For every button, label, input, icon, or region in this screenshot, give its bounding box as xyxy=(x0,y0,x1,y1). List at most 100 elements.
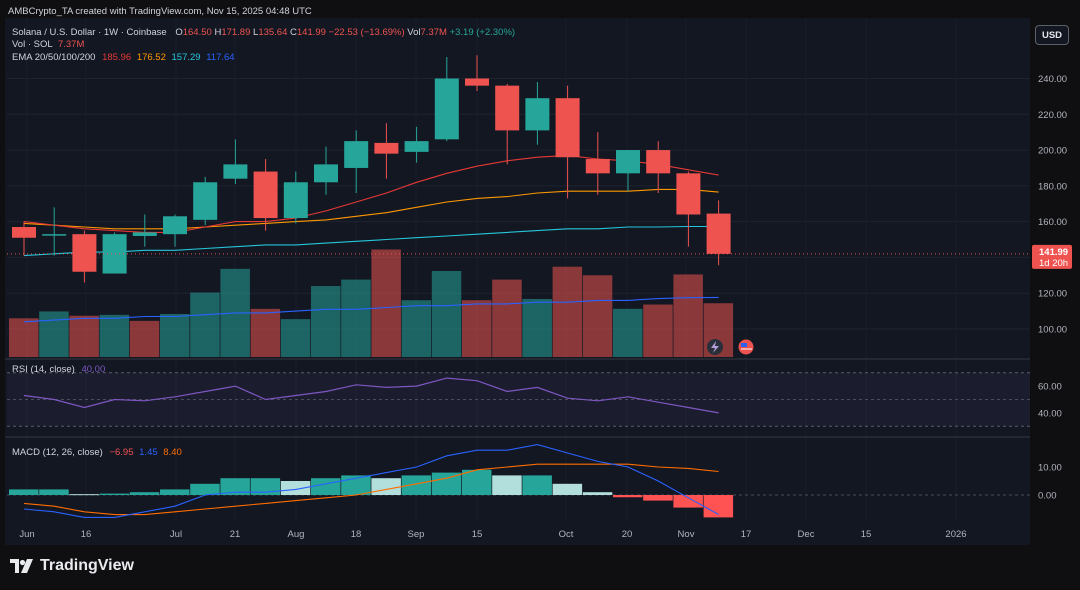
candle-body xyxy=(646,150,671,174)
time-axis-label: 15 xyxy=(472,529,483,540)
symbol-name: Solana / U.S. Dollar · 1W · Coinbase xyxy=(12,27,167,38)
volume-bar xyxy=(613,308,643,357)
time-axis-label: Jul xyxy=(170,529,182,540)
time-axis-label: 16 xyxy=(81,529,92,540)
macd-histogram-bar xyxy=(69,494,99,496)
volume-bar xyxy=(431,271,462,357)
candle-body xyxy=(585,159,610,174)
ema100-value: 157.29 xyxy=(171,52,201,63)
currency-button[interactable]: USD xyxy=(1035,25,1069,45)
macd-histogram-bar xyxy=(39,489,69,495)
volume-bar xyxy=(401,300,432,357)
volume-bar xyxy=(522,298,552,357)
macd-line xyxy=(23,444,719,518)
volume-bar xyxy=(9,318,39,357)
volume-bar xyxy=(280,319,311,357)
ema100-line xyxy=(23,225,719,257)
rsi-line xyxy=(23,377,719,414)
price-axis-label: 240.00 xyxy=(1038,74,1067,85)
time-axis-label: 17 xyxy=(741,529,752,540)
macd-legend: MACD (12, 26, close) −6.95 1.45 8.40 xyxy=(12,447,182,458)
candle-body xyxy=(223,164,248,179)
macd-histogram-bar xyxy=(220,478,250,495)
price-axis-label: 180.00 xyxy=(1038,181,1067,192)
price-axis-label: 120.00 xyxy=(1038,289,1067,300)
volume-bar xyxy=(341,279,371,357)
macd-histogram-bar xyxy=(190,483,220,495)
macd-histogram-bar xyxy=(582,492,613,495)
time-axis-label: 20 xyxy=(622,529,633,540)
candle-body xyxy=(253,171,278,219)
price-change: −22.53 (−13.69%) xyxy=(328,27,405,38)
time-axis-label: Nov xyxy=(678,529,695,540)
macd-histogram-bar xyxy=(492,475,522,495)
time-axis-label: Oct xyxy=(559,529,574,540)
candle-body xyxy=(344,141,369,168)
last-price-label: 141.99 xyxy=(1039,247,1068,258)
macd-histogram-bar xyxy=(99,493,130,495)
macd-histogram-bar xyxy=(371,478,401,495)
ohlc-high: H171.89 xyxy=(214,27,251,38)
lightning-glyph xyxy=(711,341,719,353)
rsi-axis-label: 60.00 xyxy=(1038,382,1062,393)
rsi-axis-label: 40.00 xyxy=(1038,408,1062,419)
macd-histogram-bar xyxy=(341,475,371,495)
vol-sol-legend: Vol · SOL 7.37M xyxy=(12,39,85,50)
macd-histogram-bar xyxy=(160,489,190,495)
price-axis-label: 220.00 xyxy=(1038,110,1067,121)
candle-body xyxy=(193,182,218,220)
candle-body xyxy=(434,78,459,140)
macd-signal-line xyxy=(23,463,719,516)
time-axis-label: 2026 xyxy=(945,529,966,540)
macd-axis-label: 0.00 xyxy=(1038,491,1057,502)
candle-body xyxy=(163,216,187,235)
volume-legend: Vol7.37M xyxy=(407,27,447,38)
volume-bar xyxy=(129,320,160,357)
candle-body xyxy=(132,232,157,236)
macd-histogram-bar xyxy=(129,492,160,495)
volume-change: +3.19 (+2.30%) xyxy=(449,27,516,38)
macd-histogram-bar xyxy=(522,475,552,495)
candle-body xyxy=(404,141,429,152)
ohlc-close: C141.99 xyxy=(290,27,326,38)
ema20-value: 185.96 xyxy=(102,52,132,63)
candle-body xyxy=(525,98,550,131)
macd-histogram-bar xyxy=(462,469,492,495)
tradingview-logo[interactable]: TradingView xyxy=(10,557,134,575)
macd-histogram-bar xyxy=(9,489,39,495)
ema-legend: EMA 20/50/100/200 185.96 176.52 157.29 1… xyxy=(12,52,235,63)
countdown-label: 1d 20h xyxy=(1039,258,1068,269)
candle-body xyxy=(676,173,701,215)
ema200-value: 117.64 xyxy=(206,52,235,63)
volume-bar xyxy=(99,314,130,357)
volume-bar xyxy=(69,315,99,357)
macd-histogram-bar xyxy=(643,495,673,501)
ema50-line xyxy=(23,188,719,230)
macd-histogram-bar xyxy=(280,481,311,495)
candle-body xyxy=(42,234,67,236)
macd-histogram-bar xyxy=(250,478,281,495)
candle-body xyxy=(12,227,36,238)
ohlc-open: O164.50 xyxy=(175,27,212,38)
candle-body xyxy=(465,78,489,86)
time-axis-label: 15 xyxy=(861,529,872,540)
price-axis-label: 200.00 xyxy=(1038,146,1067,157)
flag-canton xyxy=(741,343,747,347)
volume-bar xyxy=(371,249,401,357)
ema50-value: 176.52 xyxy=(136,52,166,63)
attribution-text: AMBCrypto_TA created with TradingView.co… xyxy=(8,6,312,17)
price-axis-label: 100.00 xyxy=(1038,325,1067,336)
macd-axis-label: 10.00 xyxy=(1038,463,1062,474)
macd-histogram-bar xyxy=(552,483,583,495)
price-axis-label: 160.00 xyxy=(1038,217,1067,228)
volume-bar xyxy=(643,304,673,357)
candle-body xyxy=(314,164,338,183)
volume-bar xyxy=(160,314,190,357)
time-axis-label: 18 xyxy=(351,529,362,540)
volume-bar xyxy=(673,274,703,357)
volume-bar xyxy=(190,292,220,357)
rsi-legend: RSI (14, close) 40.00 xyxy=(12,364,106,375)
ohlc-low: L135.64 xyxy=(253,27,288,38)
